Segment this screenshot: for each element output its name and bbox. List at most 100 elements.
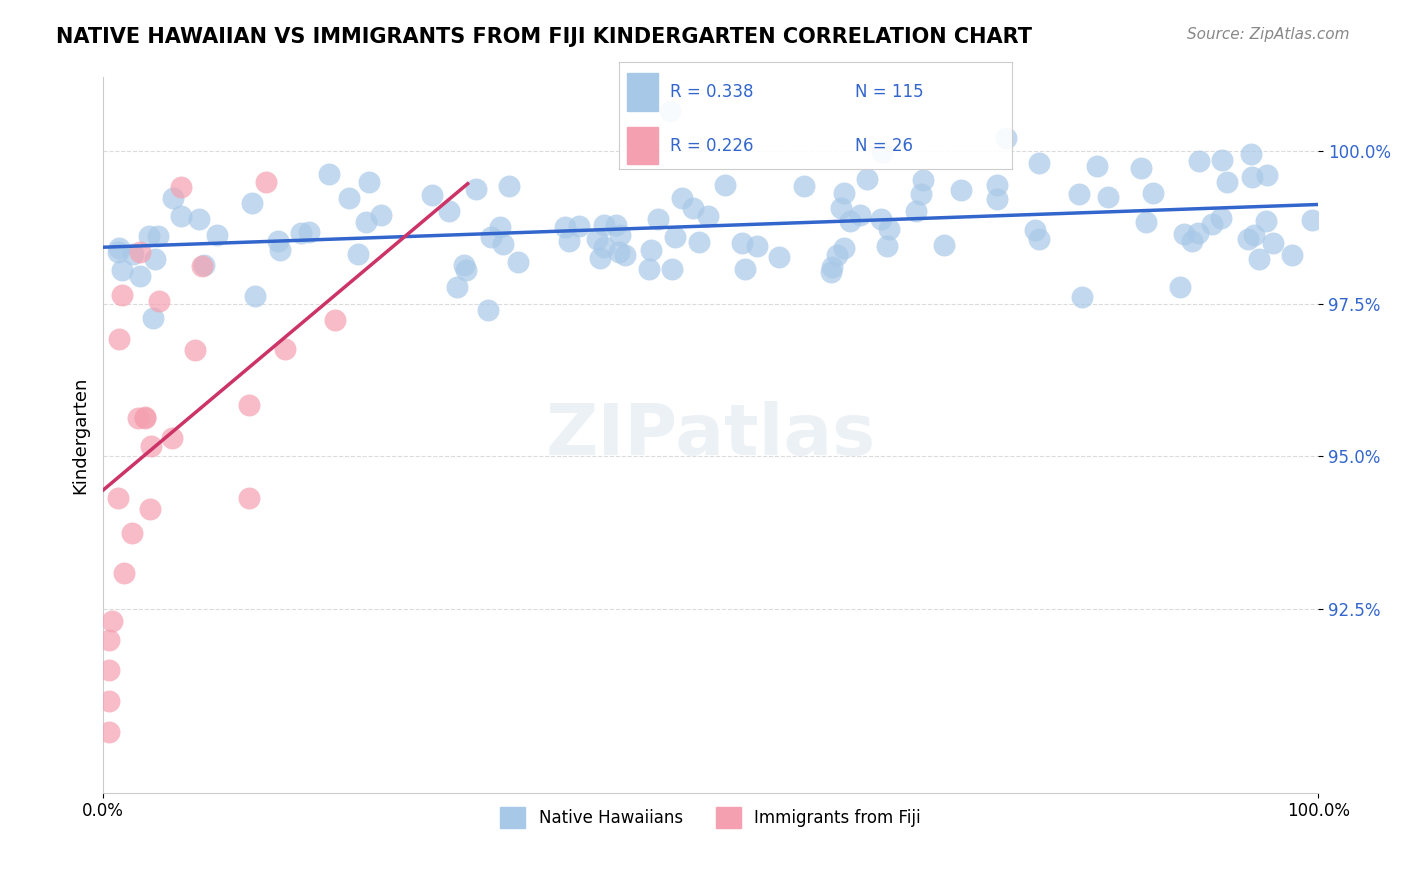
Point (697, 209, 720, 223)
Legend: Native Hawaiians, Immigrants from Fiji: Native Hawaiians, Immigrants from Fiji (494, 801, 928, 834)
Point (238, 491, 260, 506)
Point (661, 262, 683, 277)
Point (170, 209, 193, 223)
FancyBboxPatch shape (627, 73, 658, 111)
Point (1181, 234, 1204, 248)
Point (453, 258, 475, 272)
Point (98, 724, 121, 739)
Point (820, 264, 842, 278)
Point (290, 226, 312, 240)
Point (609, 244, 631, 259)
Point (107, 491, 129, 505)
Point (825, 247, 848, 261)
Point (682, 202, 704, 216)
Point (1188, 153, 1211, 168)
Point (492, 237, 515, 252)
Text: Source: ZipAtlas.com: Source: ZipAtlas.com (1187, 27, 1350, 42)
Point (609, 227, 631, 242)
Text: R = 0.338: R = 0.338 (669, 84, 754, 102)
Point (170, 180, 193, 194)
Point (134, 410, 156, 425)
Point (108, 241, 131, 255)
Point (869, 212, 891, 227)
Point (568, 219, 591, 233)
Point (1247, 252, 1270, 267)
Point (129, 269, 152, 284)
Point (269, 243, 291, 257)
Point (188, 211, 211, 226)
Point (107, 244, 129, 259)
Text: ZIPatlas: ZIPatlas (546, 401, 876, 469)
Point (821, 260, 844, 274)
Point (1256, 168, 1278, 182)
Point (832, 241, 855, 255)
Point (638, 262, 661, 277)
Point (949, 182, 972, 196)
Point (145, 252, 167, 267)
Point (589, 251, 612, 265)
Point (318, 167, 340, 181)
Point (370, 208, 392, 222)
Point (184, 343, 207, 358)
Text: R = 0.226: R = 0.226 (669, 137, 754, 155)
Point (243, 289, 266, 303)
Point (849, 208, 872, 222)
Point (1085, 159, 1108, 173)
Point (134, 411, 156, 425)
Point (1243, 227, 1265, 242)
Point (1097, 190, 1119, 204)
Point (205, 228, 228, 243)
Point (640, 243, 662, 257)
Point (904, 203, 927, 218)
Point (254, 175, 277, 189)
Point (1067, 187, 1090, 202)
Point (298, 225, 321, 239)
Point (142, 310, 165, 325)
Point (139, 501, 162, 516)
Point (986, 178, 1008, 192)
Point (121, 525, 143, 540)
Text: NATIVE HAWAIIAN VS IMMIGRANTS FROM FIJI KINDERGARTEN CORRELATION CHART: NATIVE HAWAIIAN VS IMMIGRANTS FROM FIJI … (56, 27, 1032, 46)
Point (1028, 232, 1050, 246)
Point (108, 332, 131, 346)
Point (354, 214, 377, 228)
Point (932, 238, 955, 252)
Point (593, 218, 616, 232)
Point (477, 303, 499, 318)
Point (870, 145, 893, 160)
Point (592, 240, 614, 254)
Point (162, 191, 184, 205)
Point (986, 193, 1008, 207)
Point (98, 632, 121, 647)
Point (323, 313, 346, 327)
Point (1256, 214, 1278, 228)
Y-axis label: Kindergarten: Kindergarten (72, 376, 89, 494)
Point (339, 191, 361, 205)
Point (713, 178, 735, 192)
Point (1201, 217, 1223, 231)
Point (839, 213, 862, 227)
Point (994, 131, 1017, 145)
Point (830, 202, 852, 216)
Point (647, 211, 669, 226)
Point (98, 664, 121, 678)
Point (121, 247, 143, 261)
Point (111, 288, 134, 302)
Point (1142, 186, 1164, 200)
Point (688, 235, 710, 250)
Point (1070, 290, 1092, 304)
Point (1168, 280, 1191, 294)
Point (659, 103, 682, 118)
Text: N = 115: N = 115 (855, 84, 924, 102)
Point (1240, 146, 1263, 161)
Point (1216, 175, 1239, 189)
Point (1135, 214, 1157, 228)
Point (454, 262, 477, 277)
Point (1187, 226, 1209, 240)
Point (191, 259, 214, 273)
Point (747, 239, 769, 253)
Point (1281, 247, 1303, 261)
Point (554, 219, 576, 234)
Point (479, 230, 502, 244)
Point (160, 431, 183, 445)
